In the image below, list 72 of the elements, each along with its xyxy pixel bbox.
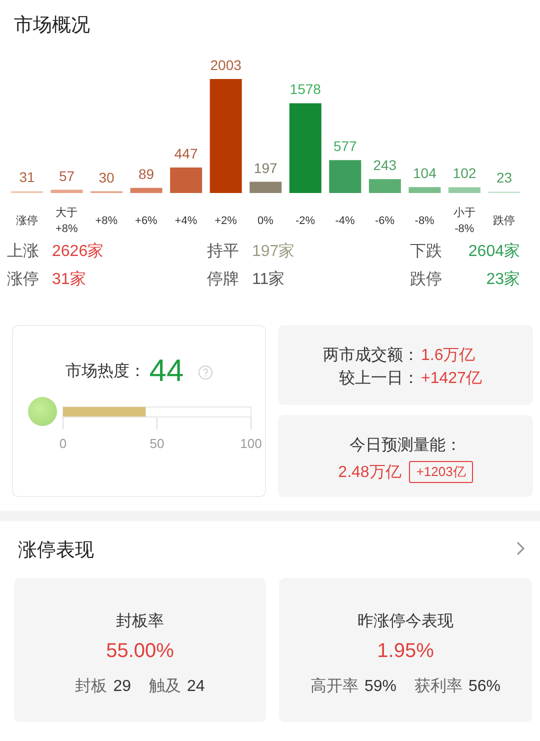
text: 涨停 xyxy=(7,271,39,288)
text: 涨停表现 xyxy=(18,540,94,561)
text: 2604家 xyxy=(468,243,520,260)
text: 今日预测量能： xyxy=(350,437,462,454)
text: 1.6万亿 xyxy=(421,347,476,364)
text: 2.48万亿 xyxy=(338,464,402,480)
text: 停牌 xyxy=(207,271,239,288)
x-tick-label: 跌停 xyxy=(493,215,516,227)
x-tick-label: 涨停 xyxy=(16,215,38,227)
text: +1203亿 xyxy=(416,464,466,479)
text: 跌停 xyxy=(410,271,442,288)
data-label: 447 xyxy=(174,146,198,162)
text: 55.00% xyxy=(106,640,174,662)
text: 持平 xyxy=(207,243,239,260)
data-label: 104 xyxy=(413,165,437,182)
data-label: 243 xyxy=(373,157,397,174)
text: 2626家 xyxy=(52,243,104,260)
text: 29 xyxy=(113,678,131,695)
x-tick-label: -4% xyxy=(335,215,356,227)
text: +1427亿 xyxy=(421,370,482,387)
data-label: 102 xyxy=(452,165,476,182)
data-label: 57 xyxy=(58,168,75,184)
data-label: 197 xyxy=(254,160,278,176)
bar xyxy=(448,187,480,193)
bar xyxy=(210,79,242,193)
x-tick-label: +8% xyxy=(95,215,118,227)
text: 56% xyxy=(468,678,501,695)
x-tick-label: -8% xyxy=(414,215,435,227)
x-tick-label: 0% xyxy=(258,215,274,227)
text: 197家 xyxy=(252,243,295,260)
chart-title: 市场概况 xyxy=(14,15,90,36)
data-label: 89 xyxy=(138,166,154,182)
data-label: 2003 xyxy=(210,57,242,73)
text: 11家 xyxy=(252,271,285,288)
bar xyxy=(289,103,322,193)
text: 24 xyxy=(187,678,205,695)
bar xyxy=(130,188,162,193)
text: 封板率 xyxy=(116,613,164,630)
x-tick-label: 100 xyxy=(240,436,262,452)
data-label: 577 xyxy=(333,138,358,154)
x-tick-label: 小于-8% xyxy=(453,206,476,235)
x-tick-label: +2% xyxy=(214,215,238,227)
text: 两市成交额： xyxy=(323,347,419,364)
text: 获利率 xyxy=(414,678,462,695)
bar xyxy=(250,182,282,193)
data-label: 30 xyxy=(98,169,115,186)
x-tick-label: 大于+8% xyxy=(55,206,78,235)
text: 封板 xyxy=(75,678,108,695)
x-tick-label: +4% xyxy=(174,215,198,227)
text: 高开率 xyxy=(310,678,358,695)
bar xyxy=(50,190,83,193)
x-tick-label: 50 xyxy=(150,436,164,452)
text: 31家 xyxy=(52,271,86,288)
data-label: 1578 xyxy=(290,81,322,98)
bar xyxy=(368,179,401,193)
data-label: 23 xyxy=(496,170,512,186)
text: 触及 xyxy=(149,678,181,695)
text: 较上一日： xyxy=(339,370,419,387)
data-label: 31 xyxy=(19,169,35,186)
text: 23家 xyxy=(486,271,520,288)
x-tick-label: +6% xyxy=(135,215,158,227)
text: 59% xyxy=(364,678,396,695)
bar xyxy=(408,187,441,193)
text: 下跌 xyxy=(410,243,442,260)
bar xyxy=(329,160,362,193)
bar xyxy=(170,168,202,193)
text: 上涨 xyxy=(7,243,39,260)
x-tick-label: -2% xyxy=(295,215,316,227)
x-tick-label: -6% xyxy=(375,215,395,227)
text: 昨涨停今表现 xyxy=(358,613,454,630)
text: 1.95% xyxy=(377,640,434,662)
x-tick-label: 0 xyxy=(59,436,67,452)
